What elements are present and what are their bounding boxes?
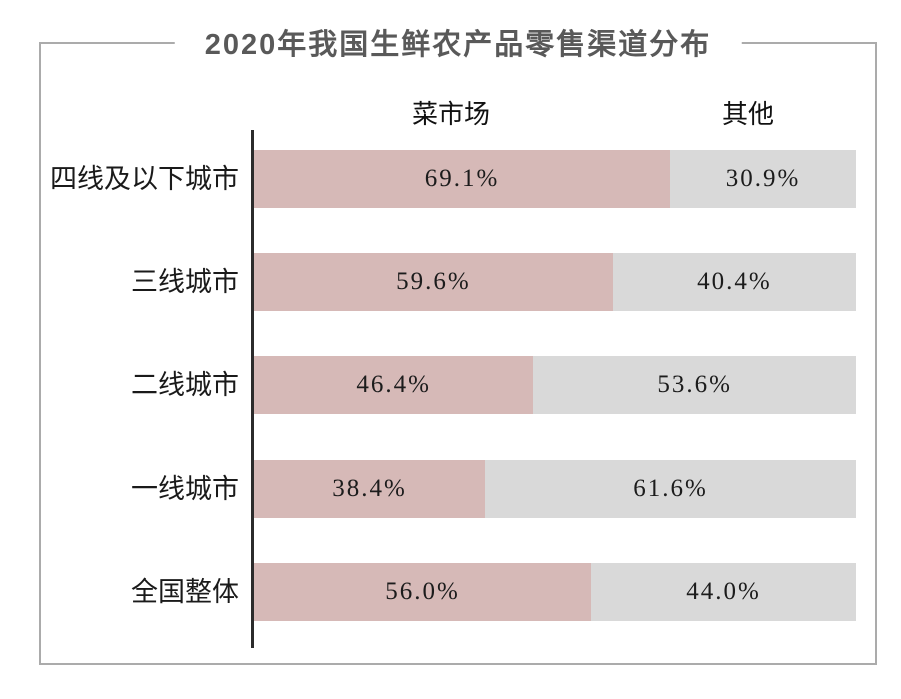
- other-value-label: 53.6%: [657, 371, 732, 398]
- market-value-label: 69.1%: [424, 165, 500, 192]
- legend-label-other: 其他: [721, 100, 775, 129]
- market-value-label: 46.4%: [356, 371, 431, 398]
- stacked-bar: 56.0% 44.0%: [254, 563, 856, 621]
- chart-title: 2020年我国生鲜农产品零售渠道分布: [174, 21, 742, 63]
- category-label: 二线城市: [131, 370, 239, 400]
- other-value-label: 30.9%: [725, 165, 801, 192]
- market-value-label: 59.6%: [396, 268, 471, 295]
- market-value-label: 56.0%: [385, 578, 460, 605]
- bar-segment-market: 56.0%: [254, 563, 592, 621]
- category-label: 一线城市: [131, 474, 239, 504]
- bar-row-tier1: 一线城市 38.4% 61.6%: [39, 460, 856, 518]
- y-axis-line: [251, 130, 254, 648]
- legend-label-market: 菜市场: [411, 100, 491, 129]
- category-label: 三线城市: [131, 267, 239, 297]
- bar-segment-other: 40.4%: [612, 253, 856, 311]
- market-value-label: 38.4%: [332, 475, 407, 502]
- stacked-bar: 46.4% 53.6%: [254, 356, 856, 414]
- bar-segment-market: 38.4%: [254, 460, 486, 518]
- bar-segment-market: 69.1%: [254, 150, 670, 208]
- category-label: 四线及以下城市: [50, 164, 239, 194]
- bar-segment-other: 61.6%: [485, 460, 856, 518]
- other-value-label: 40.4%: [697, 268, 772, 295]
- bar-row-national: 全国整体 56.0% 44.0%: [39, 563, 856, 621]
- bar-row-tier3: 三线城市 59.6% 40.4%: [39, 253, 856, 311]
- category-label: 全国整体: [131, 577, 239, 607]
- bar-row-tier2: 二线城市 46.4% 53.6%: [39, 356, 856, 414]
- stacked-bar: 59.6% 40.4%: [254, 253, 856, 311]
- stacked-bar: 69.1% 30.9%: [254, 150, 856, 208]
- other-value-label: 61.6%: [633, 475, 708, 502]
- bar-segment-other: 30.9%: [669, 150, 856, 208]
- bar-row-tier4: 四线及以下城市 69.1% 30.9%: [39, 150, 856, 208]
- bar-segment-market: 59.6%: [254, 253, 613, 311]
- bar-segment-other: 44.0%: [591, 563, 856, 621]
- other-value-label: 44.0%: [686, 578, 761, 605]
- bar-segment-other: 53.6%: [533, 356, 856, 414]
- stacked-bar: 38.4% 61.6%: [254, 460, 856, 518]
- bar-segment-market: 46.4%: [254, 356, 534, 414]
